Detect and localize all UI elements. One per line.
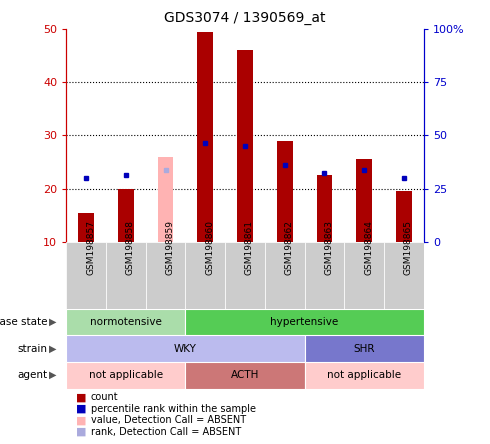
Text: normotensive: normotensive bbox=[90, 317, 162, 327]
Bar bbox=[185, 309, 424, 335]
Text: ■: ■ bbox=[76, 404, 86, 414]
Text: ▶: ▶ bbox=[49, 317, 56, 327]
Text: GSM198860: GSM198860 bbox=[205, 220, 214, 275]
Text: GSM198858: GSM198858 bbox=[126, 220, 135, 275]
Bar bbox=[225, 242, 265, 309]
Text: ▶: ▶ bbox=[49, 370, 56, 380]
Bar bbox=[344, 242, 384, 309]
Bar bbox=[384, 242, 424, 309]
Bar bbox=[185, 362, 305, 388]
Bar bbox=[158, 157, 173, 242]
Text: GSM198865: GSM198865 bbox=[404, 220, 413, 275]
Text: value, Detection Call = ABSENT: value, Detection Call = ABSENT bbox=[91, 416, 246, 425]
Bar bbox=[66, 362, 185, 388]
Text: GSM198864: GSM198864 bbox=[364, 220, 373, 275]
Text: not applicable: not applicable bbox=[89, 370, 163, 380]
Bar bbox=[277, 141, 293, 242]
Bar bbox=[356, 159, 372, 242]
Bar bbox=[185, 242, 225, 309]
Text: GSM198862: GSM198862 bbox=[285, 220, 294, 275]
Text: ■: ■ bbox=[76, 416, 86, 425]
Bar bbox=[118, 189, 134, 242]
Bar bbox=[305, 362, 424, 388]
Title: GDS3074 / 1390569_at: GDS3074 / 1390569_at bbox=[164, 11, 326, 25]
Bar bbox=[106, 242, 146, 309]
Text: WKY: WKY bbox=[174, 344, 197, 353]
Text: agent: agent bbox=[17, 370, 47, 380]
Text: count: count bbox=[91, 392, 118, 402]
Text: GSM198863: GSM198863 bbox=[324, 220, 334, 275]
Bar bbox=[78, 213, 94, 242]
Bar bbox=[305, 242, 344, 309]
Text: ▶: ▶ bbox=[49, 344, 56, 353]
Text: SHR: SHR bbox=[353, 344, 375, 353]
Bar bbox=[197, 32, 213, 242]
Text: ■: ■ bbox=[76, 392, 86, 402]
Text: disease state: disease state bbox=[0, 317, 47, 327]
Text: GSM198857: GSM198857 bbox=[86, 220, 95, 275]
Text: percentile rank within the sample: percentile rank within the sample bbox=[91, 404, 256, 414]
Text: not applicable: not applicable bbox=[327, 370, 401, 380]
Text: strain: strain bbox=[17, 344, 47, 353]
Text: GSM198861: GSM198861 bbox=[245, 220, 254, 275]
Text: ACTH: ACTH bbox=[231, 370, 259, 380]
Bar bbox=[317, 175, 332, 242]
Bar bbox=[66, 309, 185, 335]
Text: hypertensive: hypertensive bbox=[270, 317, 339, 327]
Bar bbox=[66, 335, 305, 362]
Text: GSM198859: GSM198859 bbox=[166, 220, 174, 275]
Bar bbox=[146, 242, 185, 309]
Bar bbox=[305, 335, 424, 362]
Text: ■: ■ bbox=[76, 427, 86, 437]
Bar bbox=[66, 242, 106, 309]
Text: rank, Detection Call = ABSENT: rank, Detection Call = ABSENT bbox=[91, 427, 241, 437]
Bar bbox=[265, 242, 305, 309]
Bar bbox=[237, 50, 253, 242]
Bar bbox=[396, 191, 412, 242]
